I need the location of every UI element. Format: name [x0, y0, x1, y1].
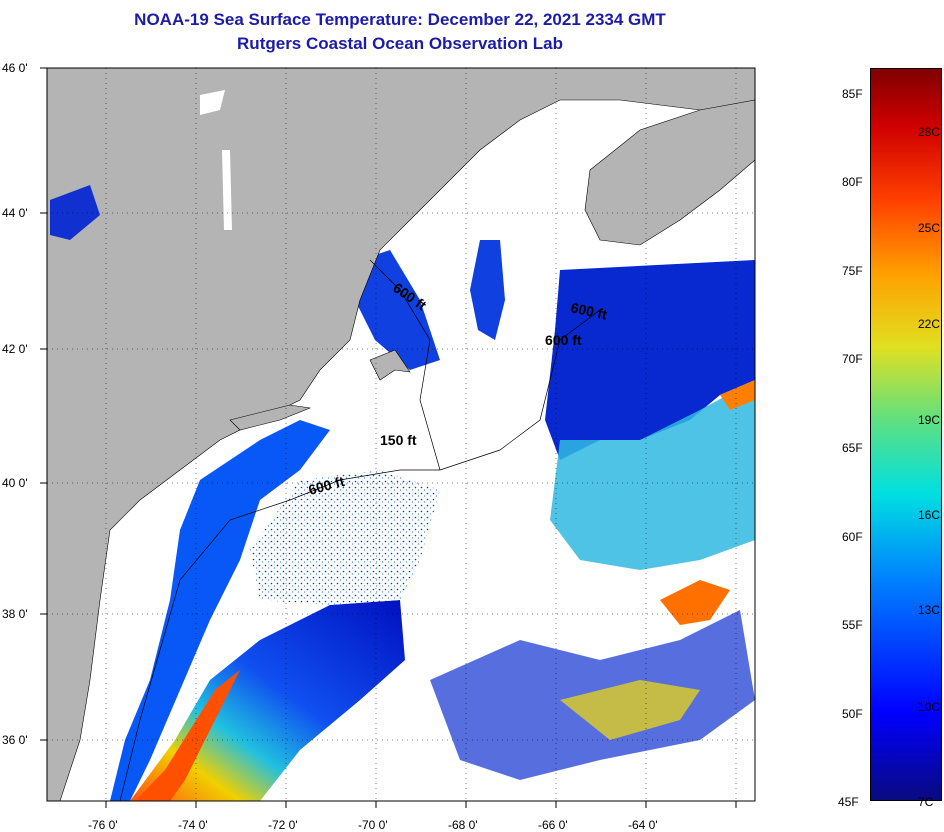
ocean-gulfstream-patch [720, 380, 755, 410]
colorbar-label-c: 28C [918, 125, 941, 139]
colorbar-label-f: 65F [842, 441, 863, 455]
lake-cloud [200, 90, 225, 115]
land-cape-cod [369, 349, 411, 381]
colorbar-label-c: 10C [918, 700, 941, 714]
colorbar-label-f: 75F [842, 264, 863, 278]
depth-label: 600 ft [545, 332, 582, 348]
shelf-water [110, 420, 330, 801]
land-nova-scotia [584, 99, 756, 246]
depth-contour-line [119, 309, 601, 802]
ocean-southeast-warm [560, 680, 700, 740]
ocean-east-warm [550, 380, 755, 570]
longitude-label: -72 0' [268, 818, 298, 832]
land-long-island [229, 404, 312, 431]
cloud-speckle [250, 470, 440, 605]
land-north-america [46, 67, 756, 802]
ocean-east-cold [545, 260, 755, 460]
colorbar-label-f: 85F [842, 87, 863, 101]
map-title: NOAA-19 Sea Surface Temperature: Decembe… [134, 10, 666, 29]
latitude-label: 46 0' [2, 61, 28, 75]
depth-contour-line [369, 259, 441, 471]
latitude-label: 36 0' [2, 733, 28, 747]
colorbar-label-c: 25C [918, 221, 941, 235]
gulf-stream-core [135, 670, 240, 801]
longitude-label: -68 0' [448, 818, 478, 832]
latitude-label: 42 0' [2, 342, 28, 356]
map-subtitle: Rutgers Coastal Ocean Observation Lab [237, 34, 563, 53]
longitude-label: -76 0' [88, 818, 118, 832]
latitude-label: 44 0' [2, 206, 28, 220]
lake-ontario-water [50, 185, 100, 240]
colorbar-label-f: 45F [838, 795, 859, 809]
longitude-label: -64 0' [628, 818, 658, 832]
gulf-of-maine-water [355, 250, 440, 370]
colorbar-label-c: 13C [918, 603, 941, 617]
colorbar-label-c: 19C [918, 413, 941, 427]
colorbar-label-c: 7C [918, 795, 934, 809]
colorbar-label-c: 22C [918, 317, 941, 331]
colorbar-label-f: 50F [842, 707, 863, 721]
georges-water [470, 240, 505, 340]
colorbar-label-c: 16C [918, 508, 941, 522]
map-plot-area: 600 ft 600 ft 600 ft 150 ft 600 ft [40, 67, 756, 808]
longitude-label: -74 0' [178, 818, 208, 832]
colorbar-label-f: 80F [842, 175, 863, 189]
depth-label: 600 ft [569, 299, 608, 322]
colorbar-label-f: 60F [842, 530, 863, 544]
colorbar-label-f: 55F [842, 618, 863, 632]
longitude-label: -66 0' [538, 818, 568, 832]
latitude-label: 40 0' [2, 476, 28, 490]
longitude-label: -70 0' [358, 818, 388, 832]
latitude-label: 38 0' [2, 607, 28, 621]
depth-label: 150 ft [380, 432, 417, 448]
temperature-colorbar [870, 68, 942, 801]
lake-champlain-cloud [222, 150, 232, 230]
colorbar-label-f: 70F [842, 352, 863, 366]
